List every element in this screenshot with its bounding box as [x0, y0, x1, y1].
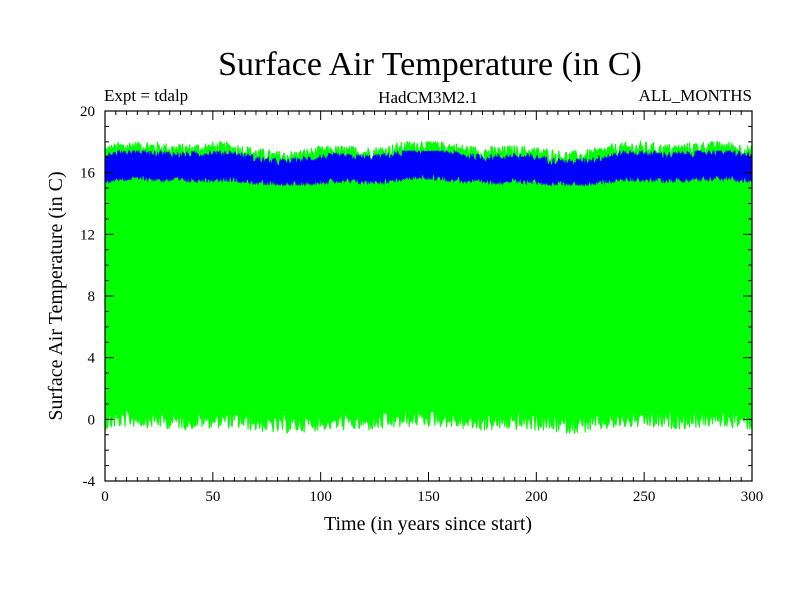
axes: 0 50 100 150 200 250 300 -4 0 4 8 12 16 20 [80, 104, 763, 505]
series-monthly-band [104, 139, 753, 434]
x-tick-label: 250 [633, 489, 656, 505]
chart-title: Surface Air Temperature (in C) [218, 46, 642, 83]
y-tick-label: 12 [80, 227, 95, 243]
y-tick-label: 20 [80, 104, 95, 120]
y-tick-label: 8 [88, 289, 96, 305]
y-tick-label: -4 [83, 474, 96, 490]
x-tick-label: 150 [417, 489, 440, 505]
x-tick-label: 0 [101, 489, 109, 505]
x-tick-label: 100 [309, 489, 332, 505]
x-axis-label: Time (in years since start) [324, 513, 532, 535]
subtitle-model: HadCM3M2.1 [378, 88, 478, 107]
x-tick-label: 300 [741, 489, 764, 505]
y-axis-label: Surface Air Temperature (in C) [45, 171, 67, 420]
x-tick-label: 50 [205, 489, 220, 505]
y-tick-label: 4 [88, 351, 96, 367]
y-tick-label: 16 [80, 166, 96, 182]
subtitle-experiment: Expt = tdalp [104, 86, 188, 105]
y-tick-label: 0 [88, 412, 96, 428]
subtitle-months: ALL_MONTHS [639, 86, 752, 105]
x-tick-label: 200 [525, 489, 548, 505]
plot-area [104, 139, 753, 434]
